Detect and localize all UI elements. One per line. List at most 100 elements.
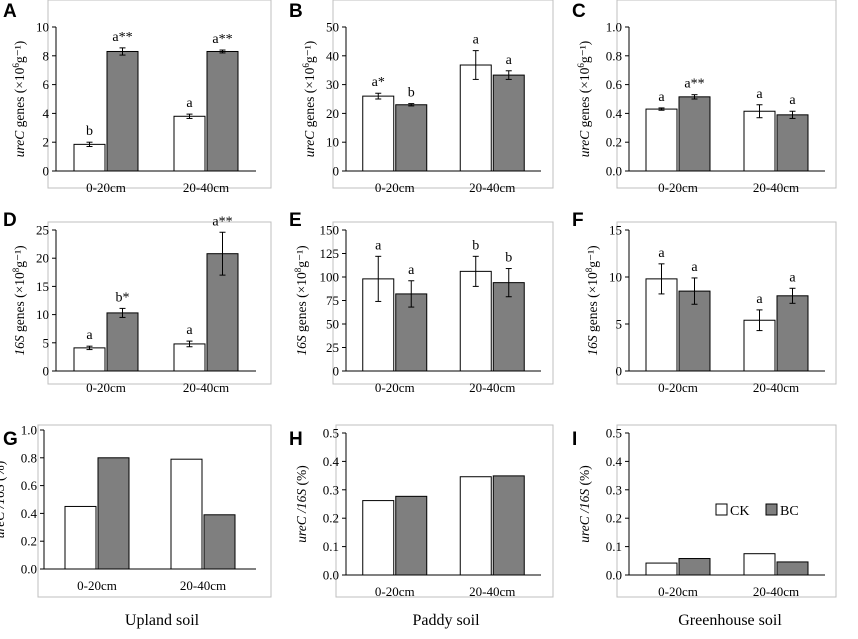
y-tick-label: 10 — [609, 270, 622, 285]
significance-label: a — [658, 246, 665, 261]
bar-bc — [106, 312, 139, 372]
y-tick-label: 75 — [326, 293, 339, 308]
y-axis-label: 16S genes (×108g⁻¹) — [584, 245, 600, 355]
panel-letter: G — [3, 429, 18, 450]
bar-ck — [459, 64, 492, 172]
y-tick-label: 0.0 — [606, 568, 622, 583]
panel-letter: C — [572, 1, 586, 22]
y-axis-label: ureC /16S (%) — [0, 461, 7, 539]
bar-ck — [170, 458, 203, 570]
panel-frame — [332, 221, 554, 385]
x-tick-label: 20-40cm — [753, 380, 799, 395]
y-axis-label: ureC /16S (%) — [294, 465, 309, 543]
panel-letter: D — [3, 210, 17, 231]
y-tick-label: 0 — [43, 164, 50, 179]
x-tick-label: 0-20cm — [375, 380, 415, 395]
y-tick-label: 0.6 — [21, 478, 38, 493]
y-tick-label: 6 — [43, 77, 50, 92]
y-tick-label: 125 — [320, 246, 340, 261]
bar-bc — [492, 282, 525, 372]
panel-h: H 0.0 0.1 0.2 0.3 0.4 0.5 ureC /16S (%) 0-20cm 20… — [289, 424, 554, 599]
significance-label: a — [691, 260, 698, 275]
y-axis-label: ureC genes (×106g⁻¹) — [301, 41, 317, 158]
y-axis-label: ureC genes (×106g⁻¹) — [576, 41, 592, 158]
x-tick-label: 20-40cm — [753, 180, 799, 195]
y-tick-label: 0.0 — [606, 164, 622, 179]
bar-bc — [492, 74, 525, 172]
y-tick-label: 15 — [36, 279, 49, 294]
x-tick-label: 20-40cm — [469, 584, 515, 599]
panel-letter: F — [572, 210, 584, 231]
panel-e: E 0 25 50 75 100 125 150 16S genes (×108g⁻¹) 0-20… — [289, 210, 554, 395]
y-tick-label: 1.0 — [606, 20, 622, 35]
bar-ck — [173, 115, 206, 172]
y-tick-label: 0.4 — [606, 454, 623, 469]
panel-c: C 0.0 0.2 0.4 0.6 0.8 1.0 ureC genes (×106g⁻¹) 0… — [572, 0, 837, 195]
x-tick-label: 20-40cm — [183, 380, 229, 395]
y-tick-label: 15 — [609, 223, 622, 238]
y-tick-label: 0.1 — [606, 539, 622, 554]
y-tick-label: 5 — [616, 317, 623, 332]
y-tick-label: 0.0 — [323, 568, 339, 583]
y-tick-label: 25 — [36, 223, 49, 238]
significance-label: a — [756, 292, 763, 307]
significance-label: b — [472, 238, 479, 253]
y-tick-label: 10 — [36, 20, 49, 35]
legend: CK BC — [715, 503, 799, 519]
bar-ck — [743, 553, 776, 576]
bar-bc — [678, 96, 711, 172]
panel-letter: E — [289, 210, 302, 231]
y-tick-label: 0.3 — [606, 482, 622, 497]
panel-letter: I — [572, 429, 577, 450]
x-tick-label: 0-20cm — [658, 584, 698, 599]
y-tick-label: 10 — [326, 135, 339, 150]
significance-label: a — [756, 87, 763, 102]
significance-label: a — [789, 93, 796, 108]
y-tick-label: 0.5 — [323, 426, 339, 441]
x-tick-label: 20-40cm — [183, 180, 229, 195]
x-tick-label: 20-40cm — [469, 180, 515, 195]
upland-soil-label: Upland soil — [124, 612, 200, 629]
significance-label: a — [408, 263, 415, 278]
y-tick-label: 0.2 — [606, 135, 622, 150]
y-tick-label: 2 — [43, 135, 50, 150]
bar-ck — [73, 347, 106, 372]
y-tick-label: 100 — [320, 270, 340, 285]
significance-label: a — [473, 33, 480, 48]
x-tick-label: 0-20cm — [86, 180, 126, 195]
panel-b: B 0 10 20 30 40 50 ureC genes (×106g⁻¹) 0-20cm a*… — [289, 0, 554, 195]
bar-bc — [492, 475, 525, 576]
panel-letter: H — [289, 429, 303, 450]
panel-a: A 0 2 4 6 8 10 ureC genes (×106g⁻¹) 0-20cm b a** 20… — [3, 0, 272, 195]
panel-letter: A — [3, 1, 17, 22]
x-tick-label: 0-20cm — [375, 180, 415, 195]
significance-label: a** — [112, 30, 132, 45]
bar-ck — [64, 505, 97, 570]
significance-label: a — [658, 90, 665, 105]
panel-d: D 0 5 10 15 20 25 16S genes (×108g⁻¹) 0-20cm a b* 2… — [3, 210, 272, 395]
significance-label: a — [506, 53, 513, 68]
y-tick-label: 0.4 — [323, 454, 340, 469]
bar-bc — [97, 457, 130, 570]
x-tick-label: 0-20cm — [658, 180, 698, 195]
y-tick-label: 0 — [333, 164, 340, 179]
y-axis-label: ureC /16S (%) — [577, 465, 592, 543]
y-axis-label: 16S genes (×108g⁻¹) — [11, 245, 27, 355]
bar-ck — [645, 562, 678, 576]
y-tick-label: 0.4 — [606, 106, 623, 121]
significance-label: a — [186, 323, 193, 338]
significance-label: a — [86, 328, 93, 343]
bar-bc — [395, 495, 428, 576]
y-tick-label: 20 — [36, 251, 49, 266]
x-tick-label: 0-20cm — [86, 380, 126, 395]
panel-frame — [335, 424, 554, 598]
panel-frame — [47, 221, 272, 385]
y-tick-label: 0.1 — [323, 539, 339, 554]
panel-frame — [47, 0, 272, 189]
y-tick-label: 0.6 — [606, 77, 623, 92]
bar-ck — [743, 110, 776, 172]
y-tick-label: 5 — [43, 335, 50, 350]
panel-letter: B — [289, 1, 303, 22]
y-tick-label: 150 — [320, 223, 340, 238]
y-axis-label: ureC genes (×106g⁻¹) — [11, 41, 27, 158]
